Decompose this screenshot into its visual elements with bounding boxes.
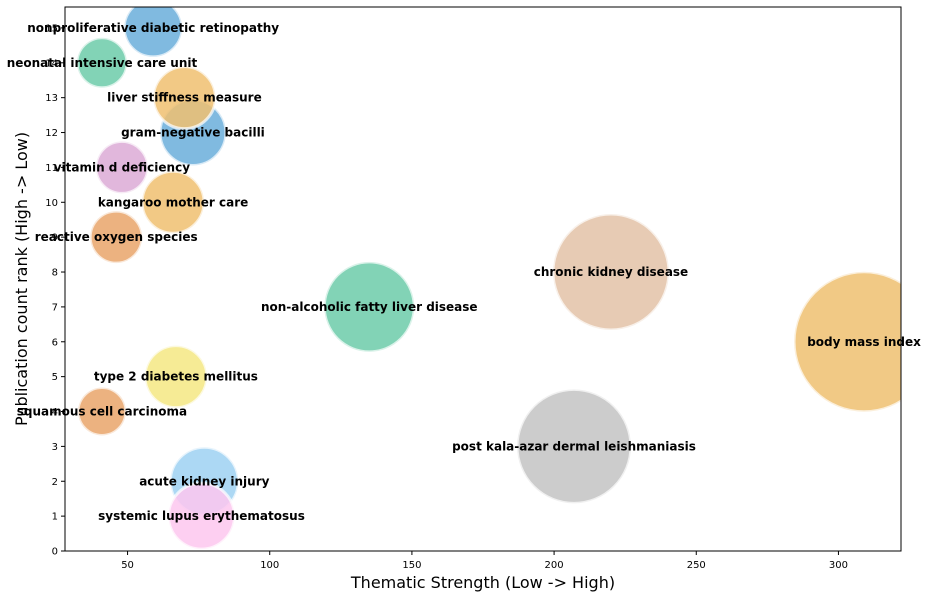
- bubble-layer: [75, 7, 901, 551]
- plot-frame: [64, 6, 902, 552]
- y-tick-label: 10: [45, 198, 58, 209]
- y-tick-label: 8: [52, 268, 58, 279]
- y-tick-label: 1: [52, 512, 58, 523]
- bubble-label: kangaroo mother care: [98, 195, 248, 209]
- y-tick-label: 15: [45, 23, 58, 34]
- bubble: [122, 7, 184, 59]
- y-tick-label: 13: [45, 93, 58, 104]
- x-tick-label: 100: [260, 560, 279, 571]
- x-tick-label: 250: [687, 560, 706, 571]
- y-tick-label: 4: [52, 407, 58, 418]
- bubble-label: liver stiffness measure: [107, 91, 262, 105]
- bubble: [151, 65, 217, 131]
- bubble: [792, 270, 901, 414]
- x-axis: 50 100 150 200 250 300: [121, 551, 848, 571]
- x-tick-label: 200: [545, 560, 564, 571]
- x-tick-label: 150: [402, 560, 421, 571]
- bubble-label: type 2 diabetes mellitus: [94, 370, 258, 384]
- y-tick-label: 7: [52, 302, 58, 313]
- bubble: [75, 36, 129, 90]
- bubble-label-layer: nonproliferative diabetic retinopathy neo…: [7, 21, 921, 523]
- bubble-label: acute kidney injury: [139, 474, 269, 488]
- bubble-label: post kala-azar dermal leishmaniasis: [452, 439, 696, 453]
- bubble-label: squamous cell carcinoma: [17, 405, 187, 419]
- y-tick-label: 6: [52, 337, 58, 348]
- bubble-label: systemic lupus erythematosus: [98, 509, 305, 523]
- y-tick-label: 9: [52, 233, 58, 244]
- y-axis-title: Publication count rank (High -> Low): [12, 132, 31, 426]
- bubble-label: nonproliferative diabetic retinopathy: [27, 21, 279, 35]
- bubble-label: body mass index: [807, 335, 921, 349]
- bubble: [143, 344, 209, 410]
- y-tick-label: 5: [52, 372, 58, 383]
- bubble: [88, 209, 144, 265]
- bubble: [515, 387, 633, 505]
- bubble-label: non-alcoholic fatty liver disease: [261, 300, 478, 314]
- bubble-label: chronic kidney disease: [534, 265, 689, 279]
- bubble-label: neonatal intensive care unit: [7, 56, 198, 70]
- bubble: [76, 386, 128, 438]
- bubble: [94, 139, 150, 195]
- y-tick-label: 12: [45, 128, 58, 139]
- y-tick-label: 11: [45, 163, 58, 174]
- x-tick-label: 50: [121, 560, 134, 571]
- bubble: [551, 212, 671, 332]
- x-tick-label: 300: [829, 560, 848, 571]
- bubble-label: gram-negative bacilli: [121, 126, 265, 140]
- y-tick-label: 0: [52, 547, 58, 558]
- bubble: [140, 169, 206, 235]
- bubble-label: vitamin d deficiency: [54, 160, 191, 174]
- bubble: [322, 260, 416, 354]
- y-tick-label: 3: [52, 442, 58, 453]
- y-tick-label: 14: [45, 58, 58, 69]
- bubble-label: reactive oxygen species: [35, 230, 198, 244]
- x-axis-title: Thematic Strength (Low -> High): [350, 573, 615, 592]
- bubble: [166, 481, 236, 551]
- y-tick-label: 2: [52, 477, 58, 488]
